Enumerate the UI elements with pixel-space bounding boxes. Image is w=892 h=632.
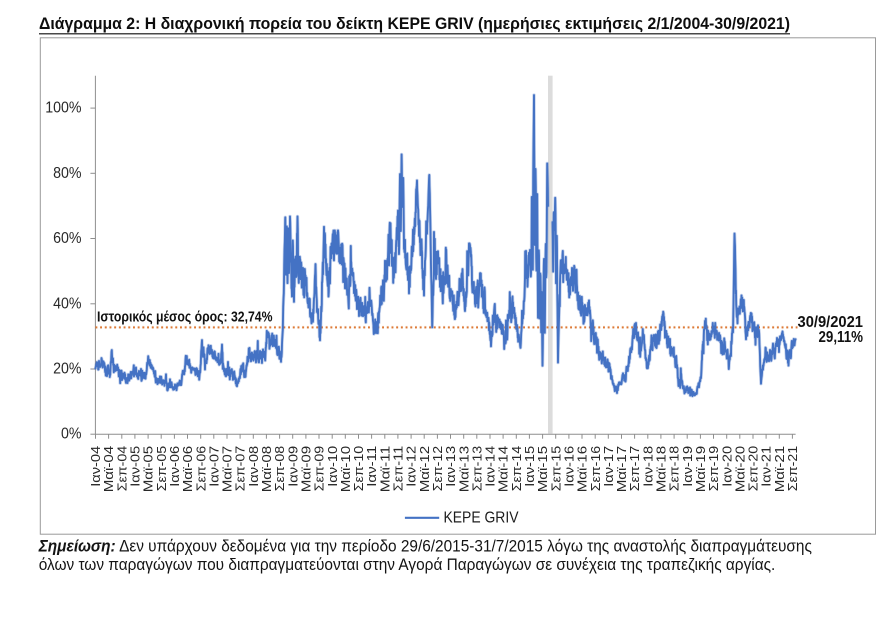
svg-text:Μαϊ-10: Μαϊ-10	[339, 446, 353, 493]
svg-text:100%: 100%	[45, 99, 81, 117]
svg-text:Μαϊ-17: Μαϊ-17	[615, 446, 629, 493]
svg-text:Ιαν-18: Ιαν-18	[641, 446, 655, 487]
svg-text:0%: 0%	[61, 425, 82, 443]
svg-text:Μαϊ-19: Μαϊ-19	[694, 446, 708, 493]
svg-text:Σεπ-16: Σεπ-16	[589, 446, 603, 492]
svg-text:Ιαν-07: Ιαν-07	[207, 446, 221, 487]
svg-text:Ιαν-09: Ιαν-09	[286, 446, 300, 487]
svg-text:Διάγραμμα 2: Η διαχρονική πορε: Διάγραμμα 2: Η διαχρονική πορεία του δεί…	[39, 15, 790, 33]
svg-text:Ιαν-06: Ιαν-06	[168, 446, 182, 487]
svg-text:Σεπ-17: Σεπ-17	[628, 446, 642, 492]
svg-text:Σεπ-07: Σεπ-07	[234, 446, 248, 492]
svg-text:Σεπ-14: Σεπ-14	[510, 446, 524, 492]
svg-text:Μαϊ-21: Μαϊ-21	[773, 446, 787, 493]
svg-text:Μαϊ-13: Μαϊ-13	[457, 446, 471, 493]
svg-text:KEPE GRIV: KEPE GRIV	[444, 509, 519, 527]
svg-text:Σεπ-10: Σεπ-10	[352, 446, 366, 492]
svg-text:Ιαν-19: Ιαν-19	[681, 446, 695, 487]
svg-text:80%: 80%	[53, 164, 81, 182]
svg-text:Ιαν-04: Ιαν-04	[89, 446, 103, 487]
svg-text:Ιστορικός μέσος όρος: 32,74%: Ιστορικός μέσος όρος: 32,74%	[97, 308, 273, 325]
svg-text:Ιαν-08: Ιαν-08	[247, 446, 261, 487]
svg-text:Ιαν-17: Ιαν-17	[602, 446, 616, 487]
svg-text:Μαϊ-04: Μαϊ-04	[102, 446, 116, 493]
svg-text:Ιαν-10: Ιαν-10	[326, 446, 340, 487]
svg-text:Σεπ-05: Σεπ-05	[155, 446, 169, 492]
svg-text:Ιαν-21: Ιαν-21	[760, 446, 774, 487]
svg-text:όλων των παραγώγων που διαπραγ: όλων των παραγώγων που διαπραγματεύονται…	[39, 556, 776, 574]
svg-text:Σεπ-19: Σεπ-19	[707, 446, 721, 492]
svg-text:Σεπ-15: Σεπ-15	[549, 446, 563, 492]
svg-text:Μαϊ-08: Μαϊ-08	[260, 446, 274, 493]
svg-text:Σημείωση: Δεν υπάρχουν δεδομέν: Σημείωση: Δεν υπάρχουν δεδομένα για την …	[38, 538, 813, 556]
svg-text:Ιαν-05: Ιαν-05	[129, 446, 143, 487]
svg-text:Ιαν-12: Ιαν-12	[405, 446, 419, 487]
svg-text:Μαϊ-15: Μαϊ-15	[536, 446, 550, 493]
svg-text:Μαϊ-11: Μαϊ-11	[378, 446, 392, 493]
svg-text:Σεπ-13: Σεπ-13	[470, 446, 484, 492]
svg-text:Ιαν-15: Ιαν-15	[523, 446, 537, 487]
svg-text:Σεπ-12: Σεπ-12	[431, 446, 445, 492]
svg-text:Σεπ-21: Σεπ-21	[786, 446, 800, 492]
svg-text:40%: 40%	[53, 295, 81, 313]
svg-text:Σεπ-11: Σεπ-11	[392, 446, 406, 492]
svg-text:29,11%: 29,11%	[819, 329, 864, 346]
svg-text:Σεπ-09: Σεπ-09	[313, 446, 327, 492]
svg-text:60%: 60%	[53, 229, 81, 247]
svg-text:Μαϊ-09: Μαϊ-09	[300, 446, 314, 493]
svg-text:30/9/2021: 30/9/2021	[798, 314, 864, 331]
svg-text:Σεπ-04: Σεπ-04	[115, 446, 129, 492]
svg-text:Ιαν-16: Ιαν-16	[563, 446, 577, 487]
svg-text:Σεπ-20: Σεπ-20	[747, 446, 761, 492]
svg-text:Μαϊ-06: Μαϊ-06	[181, 446, 195, 493]
svg-text:Ιαν-20: Ιαν-20	[720, 446, 734, 487]
svg-text:Ιαν-13: Ιαν-13	[444, 446, 458, 487]
svg-text:Μαϊ-18: Μαϊ-18	[655, 446, 669, 493]
svg-text:Μαϊ-05: Μαϊ-05	[142, 446, 156, 493]
svg-text:Μαϊ-14: Μαϊ-14	[497, 446, 511, 493]
svg-text:Μαϊ-07: Μαϊ-07	[221, 446, 235, 493]
svg-text:Σεπ-18: Σεπ-18	[668, 446, 682, 492]
svg-text:Σεπ-08: Σεπ-08	[273, 446, 287, 492]
svg-text:Μαϊ-20: Μαϊ-20	[733, 446, 747, 493]
svg-text:Μαϊ-16: Μαϊ-16	[576, 446, 590, 493]
svg-text:Μαϊ-12: Μαϊ-12	[418, 446, 432, 493]
svg-text:20%: 20%	[53, 360, 81, 378]
svg-text:Σεπ-06: Σεπ-06	[194, 446, 208, 492]
svg-text:Ιαν-11: Ιαν-11	[365, 446, 379, 487]
svg-text:Ιαν-14: Ιαν-14	[484, 446, 498, 487]
